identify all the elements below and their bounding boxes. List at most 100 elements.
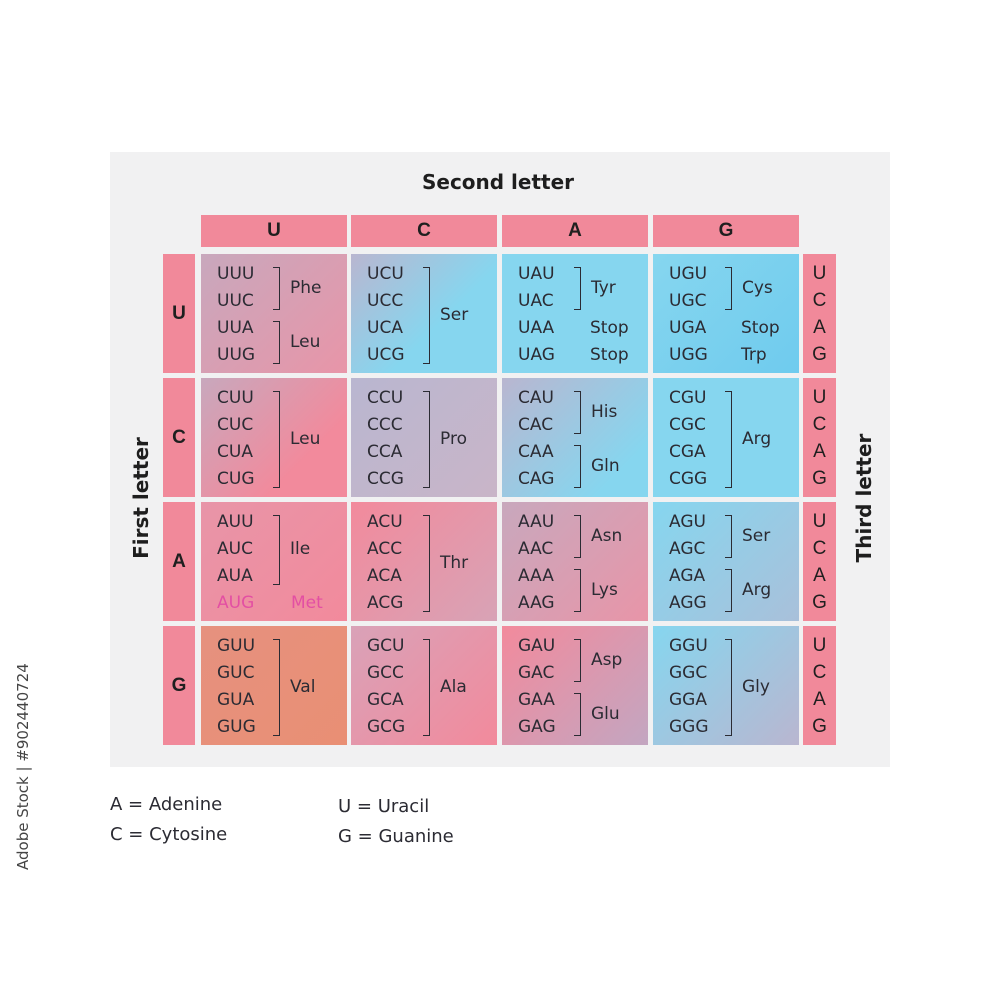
codon-cell: ACU ACC ACA ACG Thr: [351, 502, 497, 621]
amino-acid-label: Lys: [591, 579, 618, 600]
column-header-c: C: [351, 215, 497, 247]
row-header-a: A: [163, 502, 195, 621]
codon: AAC: [518, 539, 554, 559]
codon: CAA: [518, 442, 554, 462]
codon-bracket: [725, 639, 732, 736]
codon-cell: CCU CCC CCA CCG Pro: [351, 378, 497, 497]
amino-acid-label: Val: [290, 676, 316, 697]
codon: UCG: [367, 345, 405, 365]
third-letter-title: Third letter: [852, 433, 876, 563]
codon: UAA: [518, 318, 555, 338]
codon: AGC: [669, 539, 706, 559]
codon: GUG: [217, 717, 256, 737]
codon-cell: CGU CGC CGA CGG Arg: [653, 378, 799, 497]
amino-acid-label: Ser: [742, 525, 771, 546]
amino-acid-label: Trp: [741, 345, 767, 365]
codon: GGC: [669, 663, 708, 683]
codon: CCA: [367, 442, 403, 462]
codon: AUA: [217, 566, 253, 586]
codon: GGA: [669, 690, 707, 710]
codon: CUG: [217, 469, 255, 489]
codon-cell: AUU AUC AUA AUG Ile Met: [201, 502, 347, 621]
codon: UGG: [669, 345, 708, 365]
codon-cell: AAU AAC AAA AAG Asn Lys: [502, 502, 648, 621]
codon: GAC: [518, 663, 555, 683]
third-letter: U: [812, 262, 827, 284]
codon-cell: UCU UCC UCA UCG Ser: [351, 254, 497, 373]
codon: AUU: [217, 512, 254, 532]
codon: UCU: [367, 264, 404, 284]
amino-acid-label: Pro: [440, 428, 467, 449]
codon: ACG: [367, 593, 404, 613]
legend-adenine: A = Adenine: [110, 794, 223, 815]
third-letter: G: [812, 467, 827, 489]
codon: CCC: [367, 415, 403, 435]
amino-acid-label: Ser: [440, 304, 469, 325]
codon-cell: AGU AGC AGA AGG Ser Arg: [653, 502, 799, 621]
amino-acid-label: Phe: [290, 277, 322, 298]
third-letter: C: [812, 661, 827, 683]
third-letter: U: [812, 634, 827, 656]
column-header-u: U: [201, 215, 347, 247]
codon-bracket: [725, 515, 732, 558]
codon-bracket: [574, 569, 581, 612]
codon-bracket: [725, 391, 732, 488]
codon: UUC: [217, 291, 254, 311]
codon: GCU: [367, 636, 405, 656]
codon-bracket: [725, 569, 732, 612]
row-header-c: C: [163, 378, 195, 497]
codon: UCA: [367, 318, 403, 338]
third-letter: G: [812, 591, 827, 613]
codon-cell: GGU GGC GGA GGG Gly: [653, 626, 799, 745]
amino-acid-label: Stop: [741, 318, 780, 338]
codon: UGC: [669, 291, 707, 311]
codon: GAU: [518, 636, 556, 656]
row-header-u: U: [163, 254, 195, 373]
codon: UUA: [217, 318, 254, 338]
codon: CUU: [217, 388, 254, 408]
column-header-a: A: [502, 215, 648, 247]
codon-bracket: [725, 267, 732, 310]
amino-acid-label: Met: [291, 593, 323, 613]
codon-cell: GAU GAC GAA GAG Asp Glu: [502, 626, 648, 745]
codon-bracket: [273, 321, 280, 364]
amino-acid-label: Cys: [742, 277, 773, 298]
amino-acid-label: Arg: [742, 428, 772, 449]
codon: AUC: [217, 539, 253, 559]
codon: AGU: [669, 512, 706, 532]
codon-cell: GCU GCC GCA GCG Ala: [351, 626, 497, 745]
amino-acid-label: Glu: [591, 703, 620, 724]
codon-bracket: [423, 515, 430, 612]
third-letter: C: [812, 413, 827, 435]
amino-acid-label: Ile: [290, 539, 311, 559]
legend-guanine: G = Guanine: [338, 826, 454, 847]
codon: AGA: [669, 566, 706, 586]
codon: CGA: [669, 442, 706, 462]
codon: CUC: [217, 415, 254, 435]
codon: ACC: [367, 539, 403, 559]
codon: UAU: [518, 264, 555, 284]
codon: GGG: [669, 717, 709, 737]
codon: CUA: [217, 442, 253, 462]
codon: GUC: [217, 663, 255, 683]
codon: GAG: [518, 717, 556, 737]
column-header-g: G: [653, 215, 799, 247]
codon: GCG: [367, 717, 406, 737]
codon: CGG: [669, 469, 708, 489]
codon: UAC: [518, 291, 554, 311]
third-letter: G: [812, 343, 827, 365]
codon-bracket: [574, 267, 581, 310]
codon: CAG: [518, 469, 555, 489]
third-letter: A: [813, 316, 826, 338]
codon: GCA: [367, 690, 404, 710]
amino-acid-label: Asp: [591, 649, 623, 670]
codon-cell: CUU CUC CUA CUG Leu: [201, 378, 347, 497]
third-letter: U: [812, 386, 827, 408]
codon-bracket: [574, 639, 581, 682]
codon-bracket: [423, 391, 430, 488]
amino-acid-label: Ala: [440, 676, 467, 697]
second-letter-title: Second letter: [421, 170, 575, 194]
